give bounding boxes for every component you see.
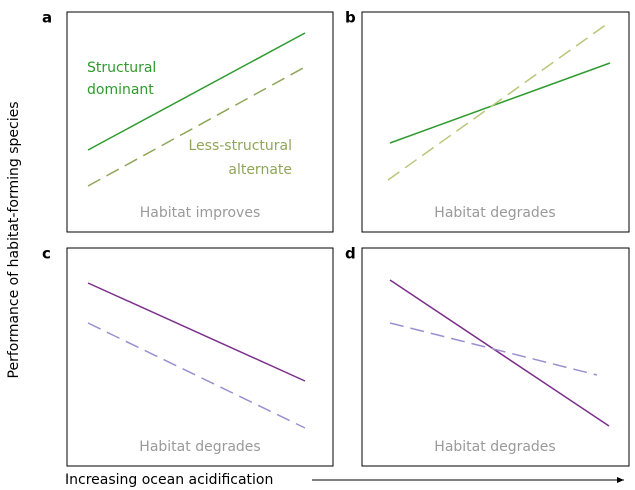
panel-frame [66,247,334,467]
panel-frame [361,11,630,233]
dashed-line [389,322,598,376]
solid-line [389,279,610,427]
y-axis-label: Performance of habitat-forming species [6,102,22,379]
panel-letter: c [42,245,51,263]
panel-caption: Habitat improves [140,205,261,221]
panel-caption: Habitat degrades [139,439,260,455]
panel-caption: Habitat degrades [434,439,555,455]
dashed-label: Less-structural [188,138,292,154]
solid-label: Structural [87,60,156,76]
dashed-line [87,322,306,429]
dashed-line [387,23,608,181]
solid-label: dominant [87,82,154,98]
solid-line [87,282,306,382]
panel-frame [361,247,630,467]
panel-caption: Habitat degrades [434,205,555,221]
panel-letter: a [42,9,52,27]
solid-line [389,62,611,144]
x-axis-label: Increasing ocean acidification [65,472,273,488]
solid-line [87,32,306,151]
panel-letter: d [345,245,356,263]
panel-letter: b [345,9,356,27]
dashed-label: alternate [228,162,292,178]
panel-frame [66,11,334,233]
